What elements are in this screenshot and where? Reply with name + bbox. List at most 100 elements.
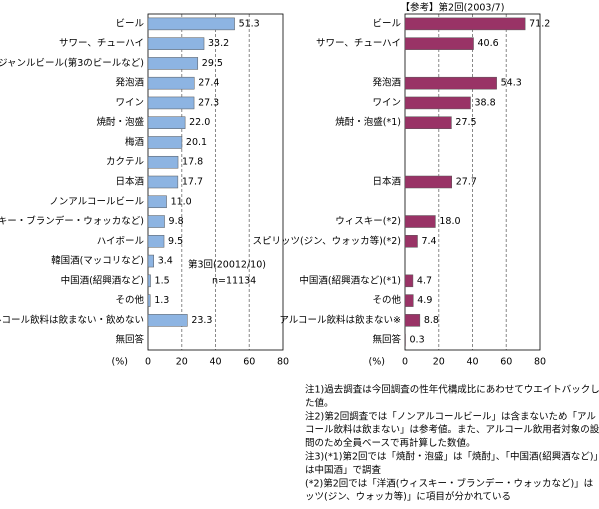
y-tick-label: 梅酒 [125,136,145,148]
value-label: 27.3 [198,97,219,108]
note-line: は中国酒」で調査 [305,464,382,476]
y-tick-label: アルコール飲料は飲まない・飲めない [0,314,144,326]
y-tick-label: 焼酎・泡盛(*1) [335,116,401,128]
annotation: 第3回(20012/10) [188,259,266,271]
bar [147,195,167,209]
bar [404,235,418,248]
note-line: コール飲料は飲まない」は参考値。また、アルコール飲用者対象の設 [305,424,599,436]
note-line: (*2)第2回では「洋酒(ウィスキー・ブランデー・ウォッカなど)」は「ウィスキー… [305,477,599,489]
value-label: 3.4 [158,256,173,267]
x-tick-label: 40 [466,357,478,368]
bar [147,294,151,307]
annotation: n=11134 [212,276,256,287]
value-label: 1.5 [155,275,170,286]
value-label: 9.5 [168,236,183,247]
y-tick-label: 発泡酒 [372,77,401,89]
value-label: 51.3 [239,18,260,29]
y-tick-label: 中国酒(紹興酒など) [61,274,144,286]
note-line: 注1)過去調査は今回調査の性年代構成比にあわせてウエイトバックし [305,384,599,396]
y-tick-label: 洋酒(ウィスキー・ブランデー・ウォッカなど) [0,215,144,227]
y-tick-label: カクテル [106,157,145,168]
x-axis-label: (%) [369,357,385,368]
bar [404,116,452,129]
bar [147,96,195,110]
y-tick-label: スピリッツ(ジン、ウォッカ等)(*2) [252,235,401,247]
y-tick-label: ウィスキー(*2) [335,216,401,227]
x-tick-label: 20 [176,357,188,368]
bar [147,17,235,31]
bar [404,294,414,307]
x-tick-label: 60 [500,357,512,368]
y-tick-label: 中国酒(紹興酒など)(*1) [299,274,401,286]
value-label: 7.4 [421,236,436,247]
bar [147,254,154,268]
value-label: 38.8 [474,97,495,108]
bar [147,155,179,169]
note-line: 注3)(*1)第2回では「焼酎・泡盛」は「焼酎」、「中国酒(紹興酒など)」 [305,451,599,463]
x-tick-label: 40 [209,357,221,368]
y-tick-label: 日本酒 [115,176,144,188]
x-tick-label: 0 [145,357,151,368]
y-tick-label: サワー、チューハイ [59,38,144,49]
value-label: 8.8 [424,315,439,326]
note-line: 注2)第2回調査では「ノンアルコールビール」は含まないため「アル [305,410,596,422]
y-tick-label: アルコール飲料は飲まない※ [279,314,401,326]
bar [404,274,414,288]
bar [404,314,421,327]
bar [147,136,183,149]
note-line: ッツ(ジン、ウォッカ等)」に項目が分かれている [305,491,511,503]
x-tick-label: 0 [402,357,408,368]
y-tick-label: 無回答 [372,334,401,346]
y-tick-label: サワー、チューハイ [316,38,401,49]
value-label: 11.0 [171,196,192,207]
value-label: 20.1 [186,137,207,148]
value-label: 4.9 [417,295,432,306]
y-tick-label: 発泡酒 [115,77,144,89]
y-tick-label: 焼酎・泡盛 [96,116,144,128]
y-tick-label: ハイボール [97,236,145,247]
value-label: 0.3 [410,335,425,346]
bar [147,116,186,129]
x-tick-label: 20 [433,357,445,368]
y-tick-label: ビール [115,18,144,29]
value-label: 29.5 [202,58,223,69]
bar [147,235,165,248]
value-label: 71.2 [529,18,550,29]
value-label: 4.7 [417,275,432,286]
value-label: 27.7 [456,177,477,188]
bar [147,314,188,327]
note-line: 問のため全員ベースで再計算した数値。 [305,437,476,449]
x-tick-label: 80 [534,357,546,368]
x-tick-label: 80 [277,357,289,368]
bar [404,215,436,228]
bar [147,76,195,90]
y-tick-label: 日本酒 [372,176,401,188]
value-label: 33.2 [208,38,229,49]
y-tick-label: ノンアルコールビール [49,196,144,207]
y-tick-label: 新ジャンルビール(第3のビールなど) [0,57,144,69]
bar [404,76,497,90]
value-label: 27.5 [455,117,476,128]
bar [404,96,471,110]
y-tick-label: ワイン [372,97,401,108]
y-tick-label: 無回答 [115,334,144,346]
bar [404,17,526,31]
value-label: 27.4 [198,78,219,89]
chart-title: 【参考】第2回(2003/7) [401,2,505,14]
bar [147,274,151,288]
value-label: 22.0 [189,117,210,128]
bar [404,175,452,189]
value-label: 23.3 [191,315,212,326]
bar [404,333,406,347]
x-tick-label: 60 [243,357,255,368]
value-label: 9.8 [169,216,184,227]
note-line: た値。 [305,397,334,409]
bar [147,175,179,189]
value-label: 17.7 [182,177,203,188]
value-label: 54.3 [501,78,522,89]
y-tick-label: その他 [115,294,144,306]
value-label: 1.3 [154,295,169,306]
value-label: 40.6 [478,38,499,49]
bar [404,37,474,50]
